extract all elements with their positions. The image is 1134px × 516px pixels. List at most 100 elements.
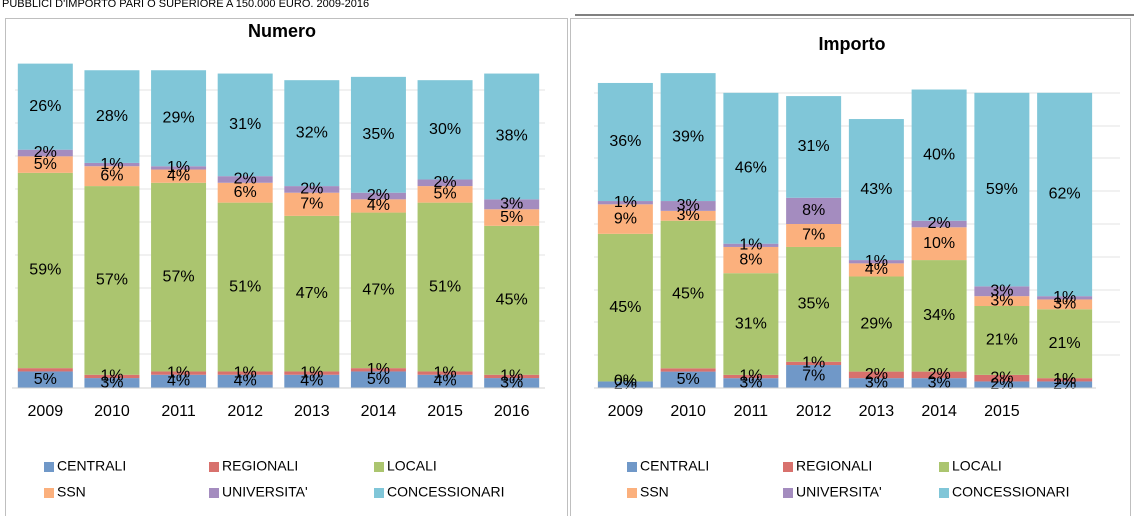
bar-segment [17,63,73,150]
bar-segment [911,89,967,221]
x-tick-label: 2010 [670,403,706,420]
data-label: 7% [802,227,825,244]
bar-segment [17,149,73,157]
bar-segment [484,73,540,200]
data-label: 3% [500,374,523,391]
x-tick-label: 2012 [227,403,263,420]
data-label: 3% [990,282,1013,299]
bar-segment [217,374,273,388]
bar-segment [597,233,653,382]
legend-label: CONCESSIONARI [387,484,504,500]
bar-segment [284,80,340,187]
bar-segment [484,199,540,210]
data-label: 2% [234,171,257,188]
bar-segment [84,374,140,379]
data-label: 4% [234,373,257,390]
bar-segment [660,220,716,369]
bar-segment [786,197,842,224]
bar-segment [1037,309,1093,379]
bar-segment [848,260,904,264]
data-label: 6% [234,184,257,201]
legend-swatch [44,462,54,472]
bar-segment [660,73,716,202]
data-label: 47% [362,282,394,299]
x-tick-label: 2015 [427,403,463,420]
legend-swatch [939,462,949,472]
data-label: 3% [677,197,700,214]
bar-segment [284,215,340,372]
bar-segment [484,209,540,226]
bar-segment [723,378,779,388]
bar-segment [660,210,716,221]
data-label: 3% [865,374,888,391]
data-label: 45% [609,299,641,316]
legend-label: UNIVERSITA' [222,484,308,500]
bar-segment [284,192,340,216]
data-label: 29% [163,109,195,126]
legend-swatch [627,488,637,498]
bar-segment [217,73,273,177]
data-label: 1% [500,368,523,385]
data-label: 3% [990,292,1013,309]
legend-swatch [209,462,219,472]
panel-frame [570,18,1131,516]
data-label: 7% [802,368,825,385]
bar-segment [848,378,904,388]
legend-swatch [939,488,949,498]
bar-segment [284,371,340,375]
bar-segment [723,92,779,244]
data-label: 4% [865,261,888,278]
bar-segment [1037,92,1093,297]
bar-segment [151,70,207,167]
page-header: PUBBLICI D'IMPORTO PARI O SUPERIORE A 15… [2,0,369,10]
bar-segment [597,201,653,205]
data-label: 31% [229,116,261,133]
data-label: 8% [739,251,762,268]
bar-segment [848,371,904,379]
data-label: 36% [609,133,641,150]
bar-segment [84,166,140,187]
data-label: 5% [34,371,57,388]
data-label: 57% [96,272,128,289]
data-label: 9% [614,210,637,227]
legend-label: CENTRALI [57,458,126,474]
bar-segment [1037,378,1093,382]
data-label: 7% [300,196,323,213]
data-label: 1% [865,253,888,270]
data-label: 1% [300,364,323,381]
bar-segment [786,224,842,247]
bar-segment [974,286,1030,297]
bar-segment [1037,299,1093,310]
bar-segment [974,92,1030,287]
data-label: 21% [1049,335,1081,352]
data-label: 1% [167,364,190,381]
bar-segment [911,378,967,388]
data-label: 29% [860,315,892,332]
bar-segment [1037,296,1093,300]
data-label: 1% [1053,371,1076,388]
bar-segment [151,166,207,170]
data-label: 0% [614,373,637,390]
bar-segment [217,202,273,372]
bar-segment [350,212,406,369]
bar-segment [911,260,967,372]
data-label: 45% [496,292,528,309]
data-label: 40% [923,146,955,163]
legend-swatch [44,488,54,498]
bar-segment [350,199,406,213]
data-label: 1% [234,364,257,381]
data-label: 1% [739,237,762,254]
bar-segment [417,186,473,203]
bar-segment [597,82,653,202]
data-label: 62% [1049,186,1081,203]
bar-segment [417,371,473,375]
data-label: 2% [990,369,1013,386]
data-label: 21% [986,332,1018,349]
data-label: 31% [735,315,767,332]
bar-segment [151,182,207,372]
bar-segment [350,76,406,193]
bar-segment [484,378,540,388]
bar-segment [284,186,340,193]
data-label: 39% [672,128,704,145]
bar-segment [786,246,842,362]
